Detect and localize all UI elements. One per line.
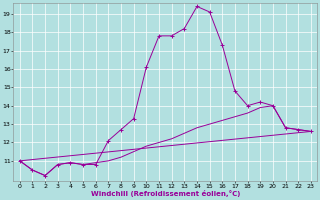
X-axis label: Windchill (Refroidissement éolien,°C): Windchill (Refroidissement éolien,°C) [91, 190, 240, 197]
